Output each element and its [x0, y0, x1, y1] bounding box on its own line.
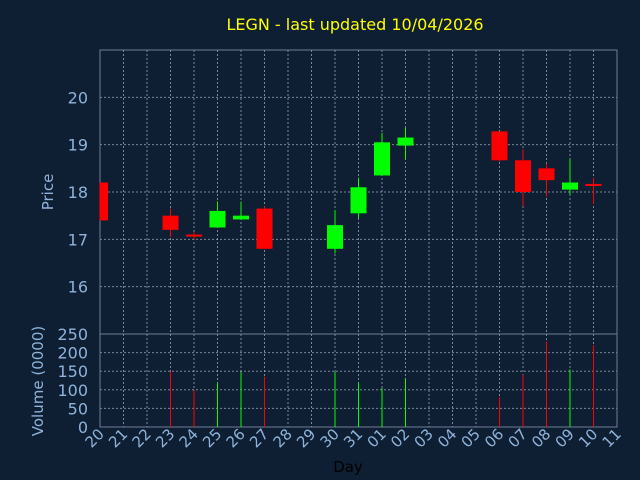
- candle-body: [186, 234, 202, 237]
- x-tick-label: 08: [528, 425, 554, 451]
- x-tick-label: 07: [505, 425, 531, 451]
- x-tick-label: 11: [599, 425, 625, 451]
- x-tick-label: 27: [246, 425, 272, 451]
- x-tick-label: 26: [223, 425, 249, 451]
- price-tick-label: 16: [68, 278, 88, 297]
- volume-tick-label: 200: [57, 344, 88, 363]
- candle-body: [491, 131, 508, 161]
- x-tick-label: 05: [458, 425, 484, 451]
- volume-tick-label: 150: [57, 362, 88, 381]
- volume-tick-label: 100: [57, 381, 88, 400]
- x-tick-label: 23: [152, 425, 178, 451]
- x-tick-label: 06: [481, 425, 507, 451]
- x-tick-label: 22: [129, 425, 155, 451]
- x-tick-label: 02: [387, 425, 413, 451]
- volume-tick-label: 50: [68, 399, 88, 418]
- candle-body: [256, 208, 273, 249]
- x-tick-label: 01: [364, 425, 390, 451]
- x-tick-label: 28: [270, 425, 296, 451]
- candle-body: [562, 182, 578, 190]
- price-tick-label: 18: [68, 183, 88, 202]
- candle-body: [209, 210, 226, 228]
- candle-layer: [99, 128, 602, 254]
- candle-body: [233, 215, 249, 220]
- x-tick-label: 21: [105, 425, 131, 451]
- volume-tick-label: 250: [57, 325, 88, 344]
- candle-body: [374, 142, 390, 176]
- candle-body: [397, 137, 414, 146]
- x-tick-label: 31: [340, 425, 366, 451]
- x-tick-label: 25: [199, 425, 225, 451]
- price-axis-label: Price: [39, 174, 57, 211]
- candle-body: [327, 225, 343, 249]
- candle-body: [515, 160, 531, 192]
- candle-body: [100, 182, 108, 221]
- candle-body: [350, 187, 367, 214]
- x-tick-label: 30: [317, 425, 343, 451]
- x-tick-label: 24: [176, 425, 202, 451]
- price-tick-label: 20: [68, 88, 88, 107]
- volume-axis-label: Volume (0000): [29, 326, 47, 436]
- volume-tick-label: 0: [78, 418, 88, 437]
- candle-body: [538, 168, 555, 181]
- candle-body: [585, 183, 602, 186]
- tick-layer: 1617181920050100150200250202122232425262…: [57, 88, 624, 451]
- chart-title: LEGN - last updated 10/04/2026: [226, 15, 483, 34]
- x-tick-label: 29: [293, 425, 319, 451]
- price-tick-label: 19: [68, 136, 88, 155]
- grid-layer: [100, 50, 617, 427]
- x-tick-label: 09: [552, 425, 578, 451]
- x-tick-label: 04: [434, 425, 460, 451]
- price-tick-label: 17: [68, 230, 88, 249]
- x-tick-label: 03: [411, 425, 437, 451]
- x-axis-label: Day: [333, 458, 363, 476]
- candle-body: [162, 215, 179, 230]
- x-tick-label: 10: [575, 425, 601, 451]
- volume-layer: [170, 341, 594, 427]
